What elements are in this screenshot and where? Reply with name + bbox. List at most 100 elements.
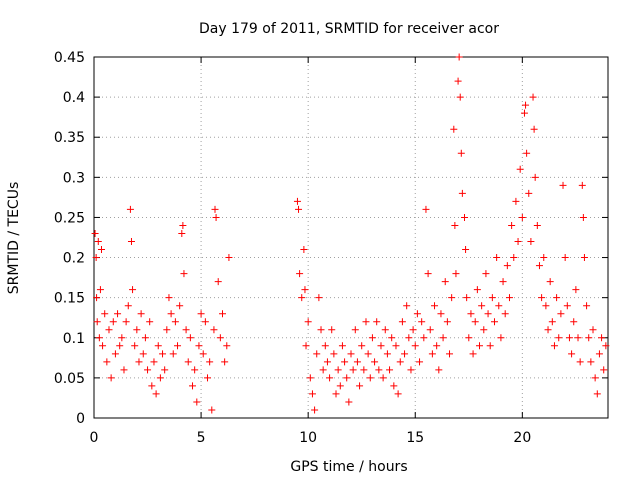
data-point [92,254,100,262]
data-point [141,334,149,342]
data-point [490,318,498,326]
data-point [523,149,531,157]
data-point [332,390,340,398]
data-point [548,318,556,326]
data-point [328,326,336,334]
data-point [413,310,421,318]
data-point [345,398,353,406]
x-axis-ticks: 0 5 10 15 20 [90,57,531,446]
data-point [186,334,194,342]
data-point [505,294,513,302]
data-point [101,310,109,318]
data-point [401,350,409,358]
data-point [118,334,126,342]
data-point [131,342,139,350]
data-point [538,294,546,302]
data-point [462,246,470,254]
y-tick-label: 0.1 [63,331,85,347]
data-point [593,390,601,398]
data-point [540,254,548,262]
data-point [480,326,488,334]
data-point [216,334,224,342]
data-point [424,270,432,278]
data-point [163,326,171,334]
data-point [422,205,430,213]
data-point [390,382,398,390]
data-point [191,366,199,374]
data-point [394,390,402,398]
data-point [589,326,597,334]
data-point [514,238,522,246]
data-point [137,310,145,318]
data-point [176,302,184,310]
y-axis-label: SRMTID / TECUs [6,182,22,295]
data-point [525,189,533,197]
data-point [493,254,501,262]
data-point [381,326,389,334]
data-point [189,382,197,390]
data-point [433,342,441,350]
data-point [456,93,464,101]
data-point [184,358,192,366]
data-point [206,358,214,366]
data-point [518,213,526,221]
data-point [559,181,567,189]
y-tick-label: 0 [76,411,85,427]
data-point [360,366,368,374]
data-point [437,310,445,318]
y-tick-label: 0.45 [54,50,85,66]
data-point [510,254,518,262]
data-point [96,286,104,294]
data-point [93,294,101,302]
data-point [351,326,359,334]
data-point [169,350,177,358]
data-point [349,366,357,374]
data-point [527,238,535,246]
x-axis-label: GPS time / hours [290,459,407,475]
data-point [221,358,229,366]
data-point [403,302,411,310]
data-point [174,342,182,350]
data-point [91,229,99,237]
data-point [379,374,387,382]
data-point [428,350,436,358]
data-point [508,221,516,229]
data-point [495,302,503,310]
data-point [411,342,419,350]
data-point [600,366,608,374]
data-point [531,173,539,181]
data-point [95,334,103,342]
data-point [180,270,188,278]
data-point [488,294,496,302]
data-point [439,334,447,342]
data-point [211,205,219,213]
data-point [343,374,351,382]
data-point [319,366,327,374]
data-point [465,334,473,342]
x-tick-label: 5 [197,430,206,446]
data-point [486,342,494,350]
data-point [578,181,586,189]
data-point [306,374,314,382]
data-point [313,350,321,358]
data-point [418,318,426,326]
data-point [152,390,160,398]
chart-title: Day 179 of 2011, SRMTID for receiver aco… [199,21,499,37]
data-point [144,366,152,374]
data-point [225,254,233,262]
data-point [204,374,212,382]
data-point [405,334,413,342]
data-point [467,310,475,318]
data-point [585,334,593,342]
x-tick-label: 0 [90,430,99,446]
data-point [407,366,415,374]
data-point [109,318,117,326]
data-point [120,366,128,374]
data-point [317,326,325,334]
data-point [373,318,381,326]
data-point [457,149,465,157]
data-point [195,342,203,350]
data-point [463,294,471,302]
data-point [375,366,383,374]
data-point [116,342,124,350]
